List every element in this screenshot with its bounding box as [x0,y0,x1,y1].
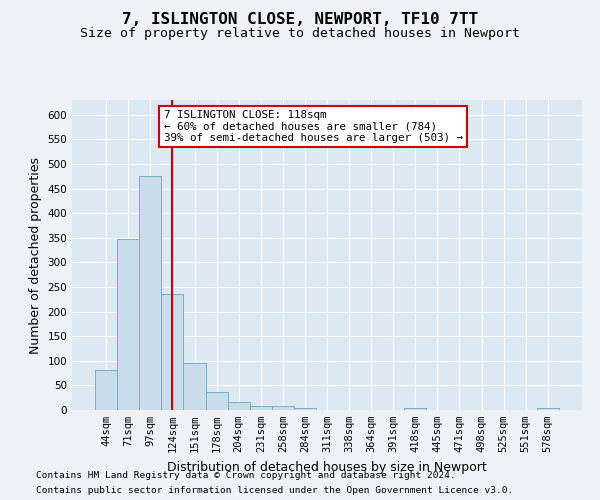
Y-axis label: Number of detached properties: Number of detached properties [29,156,42,354]
Bar [404,408,427,410]
Bar [250,406,272,410]
Bar [184,364,206,410]
Bar [161,294,184,410]
Text: 7, ISLINGTON CLOSE, NEWPORT, TF10 7TT: 7, ISLINGTON CLOSE, NEWPORT, TF10 7TT [122,12,478,28]
Bar [117,240,139,410]
Text: Contains HM Land Registry data © Crown copyright and database right 2024.: Contains HM Land Registry data © Crown c… [36,471,456,480]
Text: Size of property relative to detached houses in Newport: Size of property relative to detached ho… [80,28,520,40]
Bar [294,408,316,410]
Text: 7 ISLINGTON CLOSE: 118sqm
← 60% of detached houses are smaller (784)
39% of semi: 7 ISLINGTON CLOSE: 118sqm ← 60% of detac… [164,110,463,143]
Bar [139,176,161,410]
Bar [206,392,227,410]
Bar [537,408,559,410]
Bar [272,406,294,410]
X-axis label: Distribution of detached houses by size in Newport: Distribution of detached houses by size … [167,460,487,473]
Bar [95,370,117,410]
Bar [227,402,250,410]
Text: Contains public sector information licensed under the Open Government Licence v3: Contains public sector information licen… [36,486,513,495]
